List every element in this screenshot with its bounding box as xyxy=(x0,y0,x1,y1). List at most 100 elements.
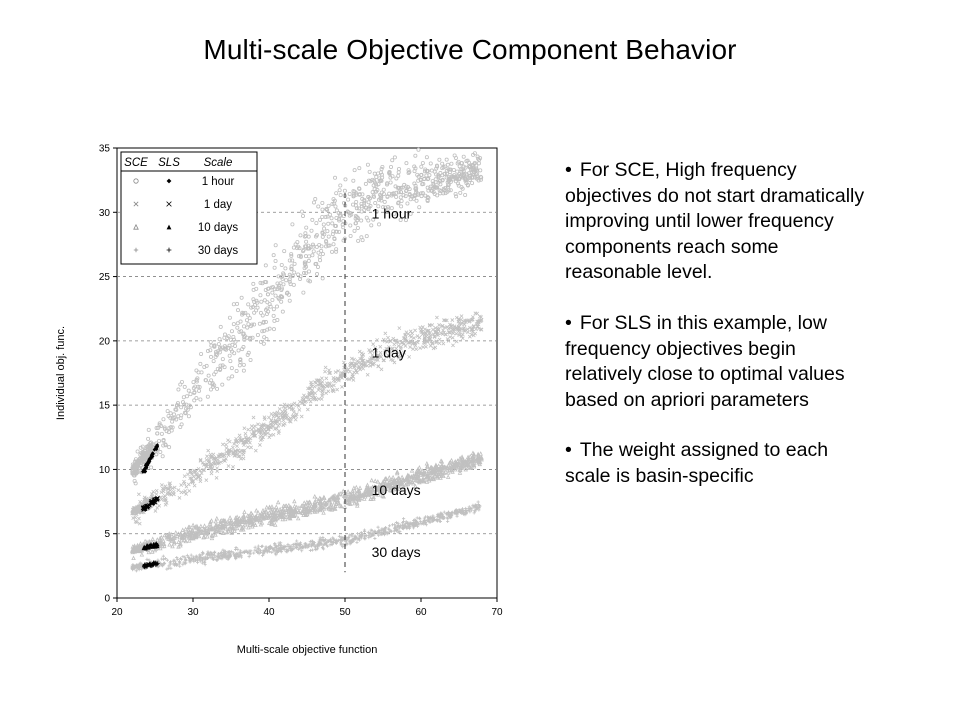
sce-point xyxy=(164,486,168,491)
sce-point xyxy=(398,352,403,356)
sce-point xyxy=(422,176,427,181)
sce-point xyxy=(208,464,213,468)
sce-point xyxy=(324,238,329,243)
legend-scale-label: 1 day xyxy=(204,199,232,211)
sce-point xyxy=(457,462,462,467)
sce-point xyxy=(292,261,297,266)
sce-point xyxy=(432,335,437,339)
sce-point xyxy=(137,521,142,526)
sce-point xyxy=(360,492,365,497)
sce-point xyxy=(303,262,308,267)
sce-point xyxy=(323,215,328,220)
sce-point xyxy=(235,308,240,313)
sce-point xyxy=(413,483,418,489)
sce-point xyxy=(372,478,378,483)
sce-point xyxy=(280,295,285,300)
sce-point xyxy=(192,390,197,395)
sce-point xyxy=(355,225,360,230)
sce-point xyxy=(454,339,459,344)
bullet-list: • For SCE, High frequency objectives do n… xyxy=(565,158,865,515)
sce-point xyxy=(415,340,420,345)
sce-point xyxy=(340,384,344,389)
sce-point xyxy=(189,535,195,540)
sce-point xyxy=(457,470,463,475)
sce-point xyxy=(220,519,226,525)
sce-point xyxy=(216,342,221,347)
sce-point xyxy=(224,529,230,535)
sce-point xyxy=(303,264,308,269)
sce-point xyxy=(354,484,359,490)
sce-point xyxy=(266,427,271,432)
sce-point xyxy=(201,468,206,472)
sce-point xyxy=(245,513,250,518)
sce-point xyxy=(232,519,238,524)
sce-point xyxy=(130,470,135,475)
sce-point xyxy=(146,427,151,432)
sce-point xyxy=(295,515,301,521)
sce-point xyxy=(393,184,398,189)
sce-point xyxy=(354,199,359,204)
sce-point xyxy=(331,197,336,202)
sce-point xyxy=(479,315,483,320)
sce-point xyxy=(460,462,465,467)
sce-point xyxy=(184,484,189,489)
sce-point xyxy=(250,335,255,340)
sce-point xyxy=(385,339,390,344)
bullet-item: • The weight assigned to each scale is ba… xyxy=(565,438,865,489)
sce-point xyxy=(428,161,433,166)
sce-point xyxy=(442,187,447,192)
sce-point xyxy=(477,461,482,467)
sce-point xyxy=(307,279,312,284)
sce-point xyxy=(186,388,191,393)
sce-point xyxy=(327,368,331,373)
sce-point xyxy=(219,460,223,465)
sce-point xyxy=(378,354,382,358)
sce-point xyxy=(430,179,435,184)
sce-point xyxy=(305,508,311,514)
sce-point xyxy=(374,349,379,353)
sce-point xyxy=(279,262,284,267)
sce-point xyxy=(159,497,164,502)
sce-point xyxy=(182,474,187,479)
sce-point xyxy=(401,484,407,490)
sce-point xyxy=(389,480,395,485)
sce-point xyxy=(170,425,175,430)
sce-point xyxy=(348,223,353,228)
sce-point xyxy=(352,228,357,233)
sce-point xyxy=(461,154,466,159)
sce-point xyxy=(426,188,431,193)
x-tick-label: 20 xyxy=(111,607,123,618)
sce-point xyxy=(392,155,397,160)
sce-point xyxy=(236,348,241,353)
sce-point xyxy=(299,503,304,508)
sce-point xyxy=(257,321,262,326)
sce-point xyxy=(322,495,327,501)
sce-point xyxy=(171,412,176,417)
sce-point xyxy=(241,368,246,373)
sce-point xyxy=(356,360,361,365)
sce-point xyxy=(366,218,371,223)
sce-point xyxy=(314,221,319,226)
sce-point xyxy=(186,535,192,540)
sce-point xyxy=(251,425,256,430)
sce-point xyxy=(403,194,408,199)
sce-point xyxy=(312,493,317,499)
sce-point xyxy=(215,469,220,473)
sce-point xyxy=(450,469,455,474)
sce-point xyxy=(424,155,429,160)
sce-point xyxy=(277,506,283,512)
sce-point xyxy=(160,486,165,491)
sce-point xyxy=(170,543,175,549)
sce-point xyxy=(303,271,308,276)
sce-point xyxy=(310,253,315,258)
sce-point xyxy=(246,524,251,530)
sce-point xyxy=(444,318,449,323)
sce-point xyxy=(281,413,286,418)
sce-point xyxy=(212,460,217,464)
sce-point xyxy=(425,169,430,174)
sce-point xyxy=(332,383,336,388)
sce-point xyxy=(357,349,362,354)
sce-point xyxy=(329,495,335,500)
sce-point xyxy=(306,258,311,263)
sce-point xyxy=(443,325,447,330)
